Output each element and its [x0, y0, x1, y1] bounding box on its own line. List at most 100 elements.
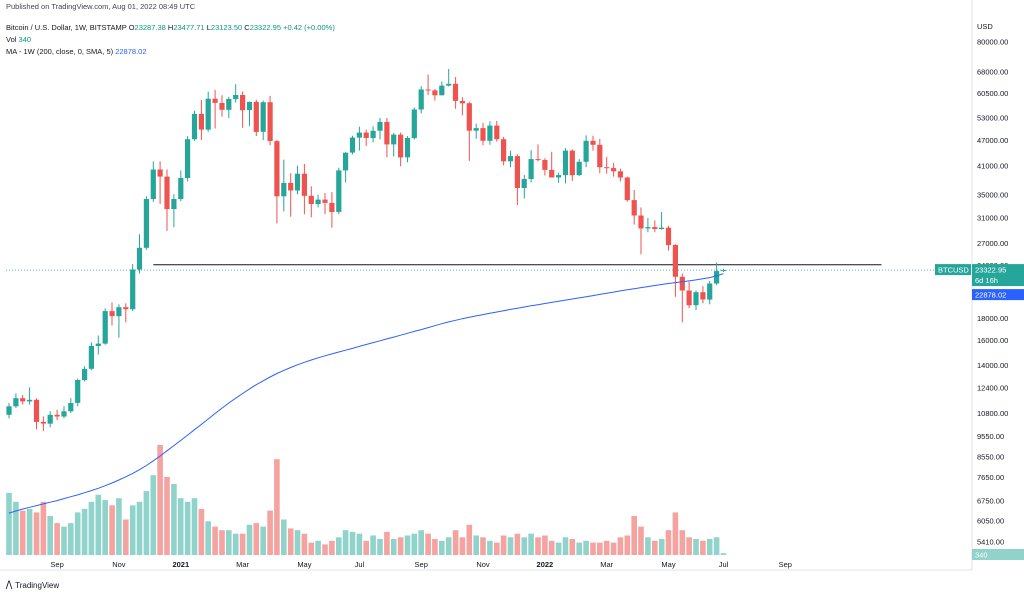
symbol-line: Bitcoin / U.S. Dollar, 1W, BITSTAMP O232… [6, 23, 335, 33]
ma-line [8, 273, 724, 514]
tradingview-brand[interactable]: ⧸⧹ TradingView [6, 580, 59, 591]
candle-body [226, 99, 232, 110]
price-tick-label: 6750.00 [977, 496, 1004, 505]
tradingview-logo-icon: ⧸⧹ [6, 580, 13, 590]
close-value: 23322.95 [249, 23, 282, 32]
candle-body [514, 156, 520, 188]
volume-bar [171, 484, 177, 555]
volume-bar [219, 530, 225, 555]
volume-bar [411, 533, 418, 555]
low-value: 23123.50 [210, 23, 243, 32]
volume-bar [679, 530, 686, 555]
candle-body [672, 245, 678, 277]
volume-bar [528, 533, 534, 555]
candle-body [267, 102, 273, 142]
volume-bar [281, 519, 287, 555]
volume-bar [198, 508, 205, 555]
volume-bar [645, 537, 651, 555]
candle-body [645, 227, 651, 229]
volume-bar [116, 498, 122, 555]
price-tick-label: 12400.00 [977, 383, 1008, 392]
volume-bar [226, 530, 232, 555]
candle-body [260, 102, 266, 132]
volume-bar [706, 539, 713, 555]
volume-bar [487, 540, 493, 555]
volume-bar [693, 539, 699, 555]
volume-bar [425, 533, 431, 555]
candle-body [473, 128, 479, 131]
volume-bar [672, 512, 679, 555]
candle-body [109, 311, 115, 317]
candle-body [171, 199, 177, 209]
candle-body [343, 152, 349, 171]
volume-bar [418, 530, 424, 555]
time-tick-label: Nov [112, 560, 126, 569]
volume-bar [466, 524, 473, 555]
price-tick-label: 7650.00 [977, 473, 1004, 482]
candle-body [315, 199, 321, 204]
volume-bar [631, 516, 637, 555]
candle-body [384, 121, 390, 145]
candle-body [549, 169, 555, 178]
volume-bar [329, 540, 335, 555]
volume-bar [136, 501, 143, 555]
candle-body [68, 403, 74, 412]
time-tick-label: Sep [415, 560, 428, 569]
volume-bar [322, 544, 328, 555]
price-tick-label: 18000.00 [977, 314, 1008, 323]
volume-bar [274, 459, 280, 555]
candle-body [20, 398, 26, 402]
candle-body [205, 98, 211, 130]
volume-bar [397, 537, 404, 555]
price-label-box [972, 289, 1024, 301]
price-label-box [972, 549, 1024, 560]
price-label-value: 23322.95 [975, 266, 1006, 275]
price-tick-label: 35000.00 [977, 191, 1008, 200]
volume-bar [164, 476, 170, 555]
candle-body [459, 101, 465, 104]
candle-body [391, 134, 397, 145]
price-tick-label: 41000.00 [977, 161, 1008, 170]
candle-body [556, 175, 562, 178]
volume-bar [74, 512, 81, 555]
price-tick-label: 6050.00 [977, 517, 1004, 526]
candle-body [123, 307, 129, 310]
candle-body [452, 83, 459, 101]
price-label-value: 340 [975, 551, 988, 560]
volume-bar [109, 505, 115, 555]
brand-text: TradingView [15, 581, 60, 590]
ma-label: MA - 1W (200, close, 0, SMA, 5) [6, 47, 114, 56]
volume-line: Vol 340 [6, 35, 31, 45]
time-tick-label: Sep [50, 560, 63, 569]
volume-bar [315, 540, 321, 555]
time-tick-label: Mar [600, 560, 613, 569]
price-tick-label: 47000.00 [977, 136, 1008, 145]
volume-bar [294, 530, 301, 555]
candle-body [136, 247, 143, 270]
open-label: O [128, 23, 135, 32]
candle-body [494, 125, 500, 140]
volume-bar [432, 539, 438, 555]
volume-bar [548, 540, 555, 555]
candle-body [425, 89, 431, 91]
volume-bar [404, 535, 411, 555]
volume-value: 340 [18, 35, 32, 44]
candle-body [562, 150, 569, 176]
candle-body [398, 134, 404, 158]
time-tick-label: May [661, 560, 675, 569]
close-label: C [244, 23, 250, 32]
ma-line: MA - 1W (200, close, 0, SMA, 5) 22878.02 [6, 47, 147, 57]
candle-body [294, 173, 301, 191]
candle-body [6, 406, 12, 415]
price-tick-label: 27000.00 [977, 239, 1008, 248]
candle-body [102, 311, 108, 344]
candle-body [116, 307, 122, 317]
price-label-box [972, 264, 1024, 287]
price-tick-label: 14000.00 [977, 361, 1008, 370]
candle-body [240, 95, 246, 111]
time-tick-label: Nov [476, 560, 490, 569]
volume-bar [287, 528, 294, 555]
volume-bar [232, 533, 239, 555]
candle-body [411, 109, 417, 139]
